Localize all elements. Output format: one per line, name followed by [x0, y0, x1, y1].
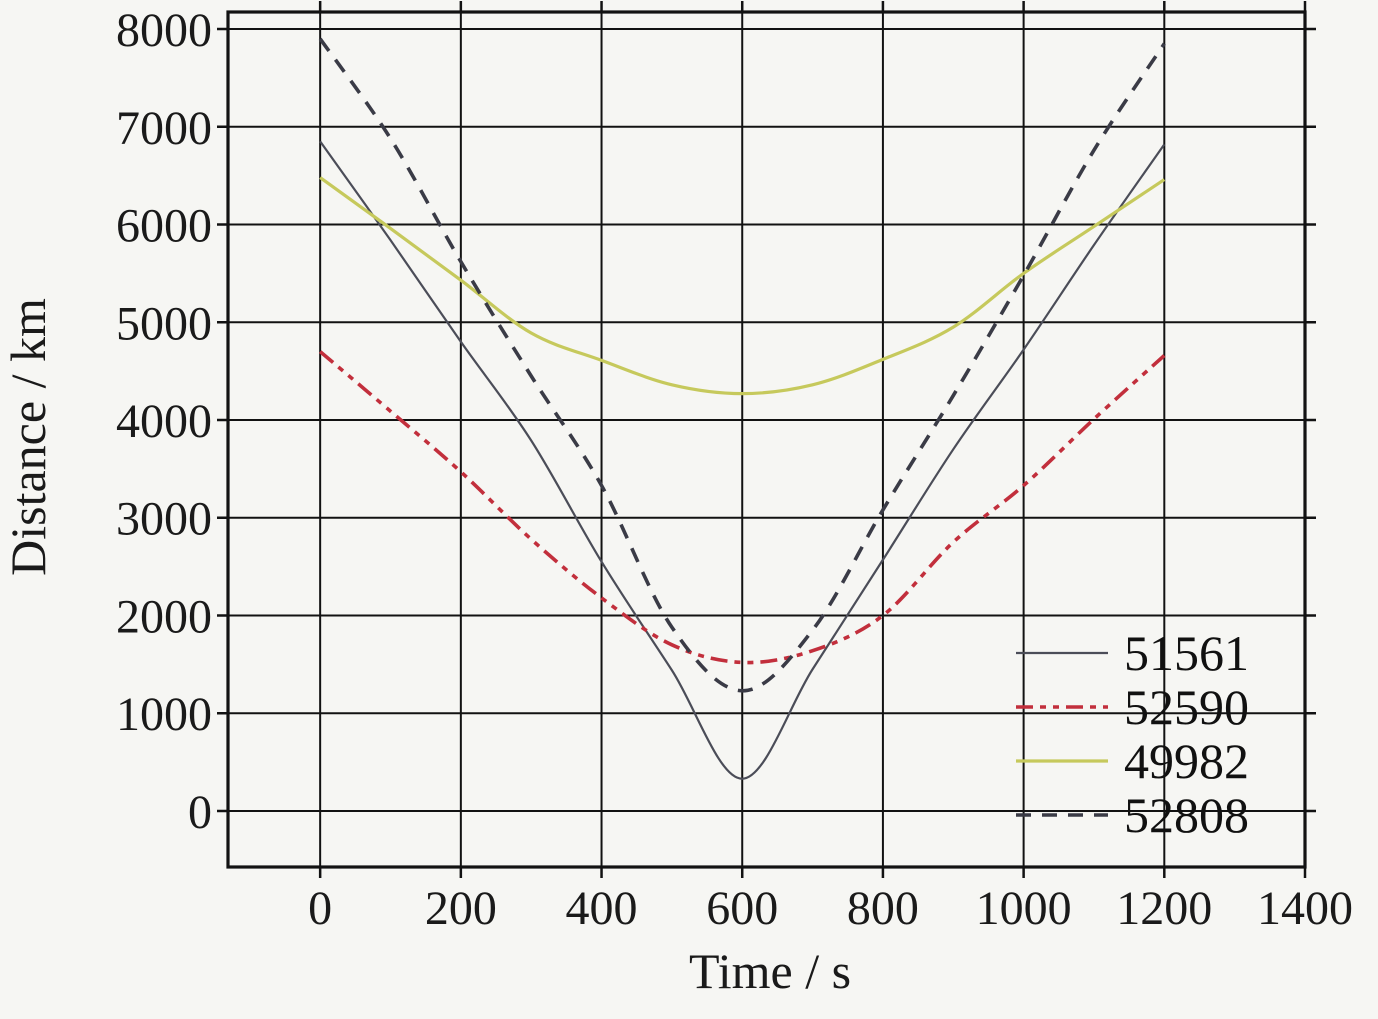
y-tick-label: 2000 [116, 590, 212, 643]
legend-item: 49982 [1014, 734, 1249, 788]
y-tick-label: 0 [188, 786, 212, 839]
series-line-51561 [319, 140, 1166, 780]
y-tick-label: 7000 [116, 102, 212, 155]
series-line-52590 [318, 350, 1166, 665]
x-tick-label: 1400 [1257, 882, 1353, 935]
x-tick-label: 0 [308, 882, 332, 935]
legend-line-sample [1016, 651, 1108, 655]
x-tick-label: 400 [566, 882, 638, 935]
legend-label: 51561 [1124, 625, 1249, 681]
x-tick-label: 1200 [1116, 882, 1212, 935]
plot-area [228, 12, 1305, 867]
legend-line-sample [1016, 705, 1108, 709]
legend-item: 52808 [1014, 788, 1249, 842]
y-tick-label: 6000 [116, 200, 212, 253]
plot-border [226, 10, 1307, 869]
legend-line-sample [1016, 813, 1108, 817]
legend-label: 52808 [1124, 787, 1249, 843]
x-tick-label: 600 [706, 882, 778, 935]
x-tick-label: 200 [425, 882, 497, 935]
y-tick-label: 3000 [116, 493, 212, 546]
legend-line-sample [1016, 759, 1108, 763]
legend-label: 52590 [1124, 679, 1249, 735]
y-tick-label: 1000 [116, 688, 212, 741]
y-tick-label: 8000 [116, 4, 212, 57]
legend: 51561 52590 49982 52808 [1014, 626, 1249, 842]
y-axis-title: Distance / km [0, 298, 56, 576]
x-tick-label: 800 [847, 882, 919, 935]
y-tick-label: 4000 [116, 395, 212, 448]
y-tick-label: 5000 [116, 297, 212, 350]
x-tick-label: 1000 [976, 882, 1072, 935]
series-line-49982 [319, 176, 1166, 396]
x-axis-title: Time / s [688, 943, 852, 999]
legend-label: 49982 [1124, 733, 1249, 789]
legend-item: 51561 [1014, 626, 1249, 680]
legend-item: 52590 [1014, 680, 1249, 734]
series-line-52808 [318, 37, 1166, 693]
